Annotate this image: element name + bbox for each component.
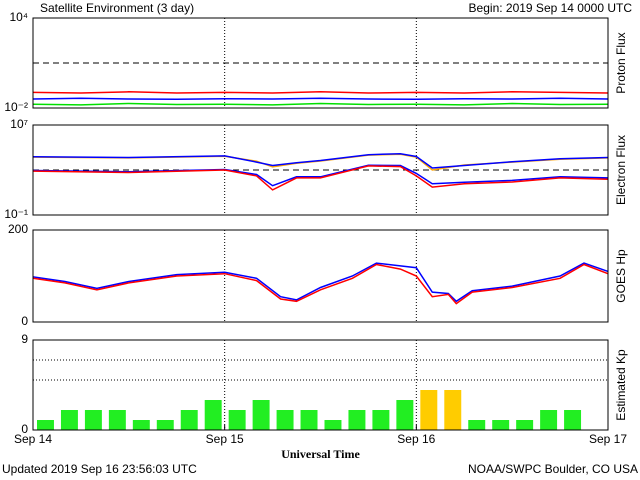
bar (156, 420, 174, 430)
bar (396, 400, 414, 430)
bar (300, 410, 318, 430)
series-line (32, 263, 609, 305)
bar (348, 410, 366, 430)
y-tick-label: 0 (21, 422, 28, 436)
panel-frame (32, 339, 609, 431)
panel-frame (32, 229, 609, 323)
bar (468, 420, 486, 430)
series-line (32, 102, 609, 106)
y-tick-label: 10⁴ (9, 10, 28, 24)
bar (492, 420, 510, 430)
bar (180, 410, 198, 430)
y-tick-label: 0 (21, 314, 28, 328)
bar (252, 400, 270, 430)
bar (444, 390, 462, 430)
panel-frame (32, 124, 609, 216)
bar (60, 410, 78, 430)
series-line (32, 262, 609, 303)
bar (516, 420, 534, 430)
bar (84, 410, 102, 430)
bar (132, 420, 150, 430)
series-line (32, 152, 609, 169)
y-axis-label: GOES Hp (614, 249, 628, 303)
bar (276, 410, 294, 430)
x-tick-label: Sep 16 (397, 432, 435, 446)
bar (228, 410, 246, 430)
bar (420, 390, 438, 430)
series-line (32, 164, 609, 187)
y-tick-label: 10⁻¹ (4, 207, 28, 221)
y-axis-label: Proton Flux (614, 32, 628, 93)
bar (564, 410, 582, 430)
series-line (32, 153, 609, 171)
y-axis-label: Estimated Kp (614, 349, 628, 421)
y-tick-label: 10⁷ (10, 117, 28, 131)
x-tick-label: Sep 17 (589, 432, 627, 446)
y-axis-label: Electron Flux (614, 135, 628, 205)
credit: NOAA/SWPC Boulder, CO USA (468, 462, 638, 476)
bar (108, 410, 126, 430)
x-tick-label: Sep 14 (14, 432, 52, 446)
begin-time: Begin: 2019 Sep 14 0000 UTC (469, 1, 633, 15)
series-line (32, 91, 609, 94)
bar (204, 400, 222, 430)
updated-time: Updated 2019 Sep 16 23:56:03 UTC (2, 462, 197, 476)
bar (540, 410, 558, 430)
x-tick-label: Sep 15 (206, 432, 244, 446)
bar (324, 420, 342, 430)
y-tick-label: 10⁻² (4, 100, 28, 114)
panel-frame (32, 17, 609, 109)
y-tick-label: 9 (21, 332, 28, 346)
x-axis-label: Universal Time (281, 447, 360, 461)
y-tick-label: 200 (8, 222, 28, 236)
bar (372, 410, 390, 430)
chart-title: Satellite Environment (3 day) (40, 1, 194, 15)
series-line (32, 165, 609, 191)
bar (37, 420, 54, 430)
series-line (32, 97, 609, 101)
